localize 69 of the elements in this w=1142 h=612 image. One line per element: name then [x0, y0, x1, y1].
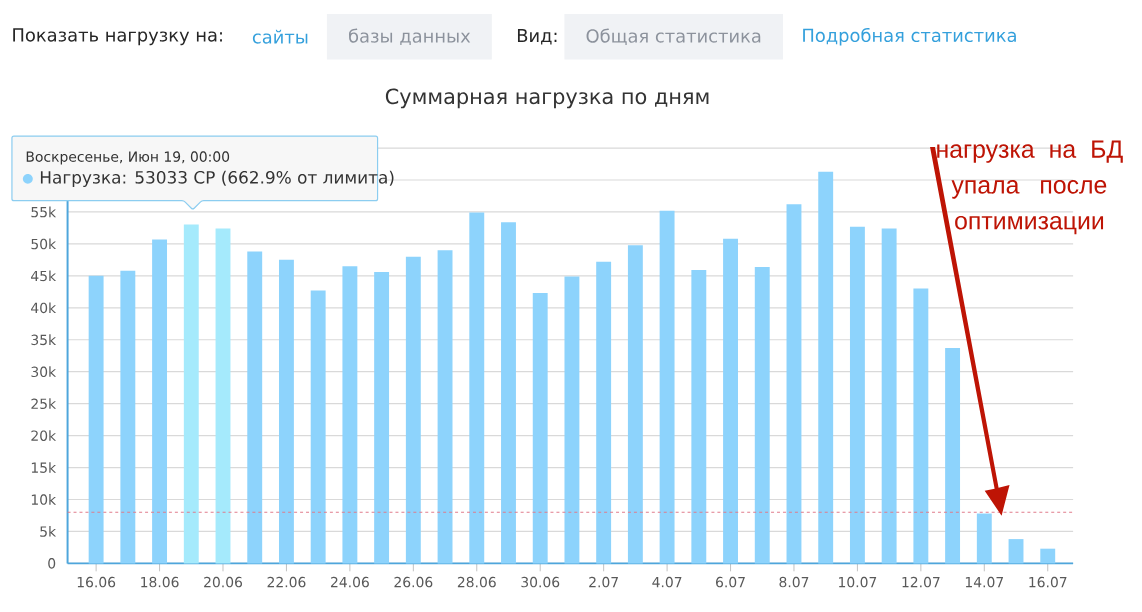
text: Подробная статистика [803, 27, 1016, 46]
text: Показать нагрузку на: [13, 28, 222, 46]
bar [754, 266, 770, 564]
bar [945, 348, 961, 564]
y-tick-label: 5k [40, 526, 57, 537]
x-tick-label: 12.07 [902, 576, 940, 588]
y-tick-label: 40k [31, 302, 57, 314]
bar [818, 171, 834, 564]
bar [627, 245, 643, 564]
bar [691, 270, 707, 564]
text: Общая статистика [586, 28, 761, 45]
bar [374, 271, 390, 564]
y-tick-label: 25k [31, 398, 57, 409]
bar [183, 224, 199, 564]
bar [786, 204, 802, 564]
y-tick-label: 50k [31, 238, 57, 250]
bar [849, 226, 865, 564]
x-tick-label: 18.06 [141, 576, 179, 588]
bar [215, 228, 231, 564]
bar [247, 251, 263, 564]
y-tick-label: 45k [31, 270, 57, 282]
annotation: Нагрузка: 53033 CP (662.9% от лимита) [40, 170, 394, 187]
text: Вид: [517, 28, 557, 45]
text: сайты [252, 29, 308, 44]
bar [976, 513, 992, 564]
y-tick-label: 15k [31, 462, 57, 473]
x-tick-label: 4.07 [652, 576, 682, 588]
x-tick-label: 10.07 [839, 576, 877, 588]
bar [1008, 539, 1024, 564]
bar [88, 275, 104, 564]
annotation: Воскресенье, Июн 19, 00:00 [26, 151, 230, 165]
bar [723, 238, 738, 564]
bar [152, 239, 168, 564]
bar [913, 288, 929, 564]
y-tick-label: 0 [48, 558, 56, 569]
bar [342, 266, 358, 564]
x-tick-label: 14.07 [965, 576, 1004, 588]
bar [279, 259, 294, 564]
x-tick-label: 28.06 [457, 576, 496, 588]
x-tick-label: 26.06 [394, 576, 433, 588]
x-tick-label: 6.07 [716, 576, 745, 588]
x-tick-label: 22.06 [267, 576, 306, 588]
y-tick-label: 20k [31, 430, 57, 441]
x-tick-label: 16.06 [77, 576, 116, 588]
bar [881, 228, 897, 564]
x-tick-label: 20.06 [204, 576, 243, 588]
bar [437, 250, 453, 564]
y-tick-label: 55k [31, 206, 57, 218]
bar [564, 276, 580, 564]
x-tick-label: 8.07 [779, 576, 809, 588]
y-tick-label: 35k [31, 334, 57, 346]
y-tick-label: 10k [31, 494, 57, 505]
bar [532, 293, 548, 564]
bar [405, 256, 421, 564]
bar [310, 290, 326, 564]
bar [1040, 548, 1056, 564]
y-tick-label: 30k [31, 366, 57, 378]
x-tick-label: 24.06 [330, 576, 369, 588]
x-tick-label: 30.06 [521, 576, 560, 588]
bar [659, 210, 675, 564]
x-tick-label: 16.07 [1029, 576, 1067, 588]
bar [469, 212, 485, 564]
x-tick-label: 2.07 [589, 576, 618, 588]
chart-title: Суммарная нагрузка по дням [385, 88, 709, 109]
annotation: нагрузка на БД упала после оптимизации [937, 140, 1123, 235]
text: базы данных [349, 28, 471, 45]
bar [596, 261, 612, 564]
bar [120, 270, 136, 564]
bar [501, 222, 516, 564]
